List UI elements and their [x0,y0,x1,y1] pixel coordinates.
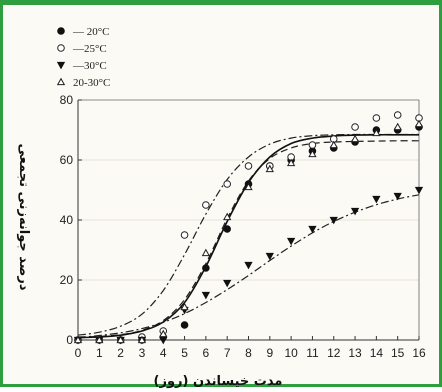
data-point [159,329,168,338]
data-point [286,158,296,167]
data-point [244,162,253,170]
x-axis-title: مدت خیساندن (روز) [154,374,283,389]
legend-marker [56,61,66,70]
data-point [393,192,402,201]
data-points [73,111,424,345]
x-tick-label: 0 [75,346,82,360]
legend: — 20°C —25°C —30°C 20-30°C [56,26,110,89]
x-tick-label: 1 [96,346,103,360]
data-point [137,335,147,344]
data-point [350,134,360,143]
x-tick-label: 9 [266,346,273,360]
data-point [201,248,211,257]
data-point [372,114,381,122]
y-tick-label: 40 [60,213,74,227]
data-point [180,302,189,311]
x-tick-label: 4 [160,346,167,360]
data-point [244,261,253,270]
x-tick-label: 8 [245,346,252,360]
data-point [180,231,189,239]
legend-label: —30°C [72,60,107,72]
x-tick-label: 3 [139,346,146,360]
data-point [414,186,424,195]
data-point [393,122,402,131]
data-point [308,225,317,234]
x-tick-label: 7 [224,346,231,360]
data-point [202,201,210,209]
x-tick-label: 2 [117,346,124,360]
data-point [372,128,381,137]
fit-line-20C [77,140,420,338]
x-tick-label: 16 [412,346,426,360]
data-point [265,252,274,261]
data-point [116,335,125,344]
data-point [372,195,381,204]
data-point [350,207,360,216]
x-tick-label: 6 [203,346,210,360]
data-point [308,149,317,158]
legend-label: 20-30°C [73,77,110,89]
data-point [202,264,210,272]
data-point [223,180,231,188]
y-tick-label: 20 [60,273,74,287]
data-point [223,212,232,221]
legend-label: —25°C [72,43,107,55]
data-point [180,321,189,329]
x-tick-label: 12 [327,346,341,360]
x-tick-label: 5 [181,346,188,360]
y-axis-title: درصد جوانه‌زنی تجمعی [16,144,31,291]
fit-line-25C [77,133,419,336]
data-point [329,216,338,225]
data-point [95,335,104,344]
data-point [286,237,296,246]
data-point [393,111,402,119]
y-tick-label: 0 [66,333,73,347]
data-point [329,140,338,149]
data-point [308,141,317,149]
y-ticks: 0 20 40 60 80 [60,93,82,347]
x-tick-label: 13 [348,346,362,360]
y-tick-label: 60 [60,153,74,167]
data-point [73,335,83,344]
legend-marker [56,77,66,86]
data-point [223,225,231,233]
data-point [201,291,211,300]
data-point [351,123,359,131]
data-point [159,336,168,345]
data-point [244,182,253,191]
y-tick-label: 80 [60,93,74,107]
data-point [265,164,274,173]
x-tick-label: 15 [391,346,405,360]
data-point [414,119,424,128]
legend-marker [57,27,65,35]
x-tick-label: 14 [370,346,384,360]
data-point [223,279,232,288]
x-tick-label: 10 [284,346,298,360]
fit-line-30C [77,194,420,339]
legend-marker [57,44,65,52]
x-tick-label: 11 [306,346,319,360]
legend-label: — 20°C [72,26,110,38]
